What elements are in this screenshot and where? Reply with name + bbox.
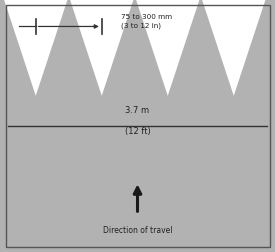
Polygon shape — [4, 0, 67, 96]
Polygon shape — [202, 0, 265, 96]
Text: (12 ft): (12 ft) — [125, 127, 150, 136]
Text: Direction of travel: Direction of travel — [103, 226, 172, 235]
Polygon shape — [136, 0, 199, 96]
Text: 3.7 m: 3.7 m — [125, 106, 150, 115]
Text: 75 to 300 mm
(3 to 12 in): 75 to 300 mm (3 to 12 in) — [121, 14, 172, 29]
Polygon shape — [70, 0, 133, 96]
